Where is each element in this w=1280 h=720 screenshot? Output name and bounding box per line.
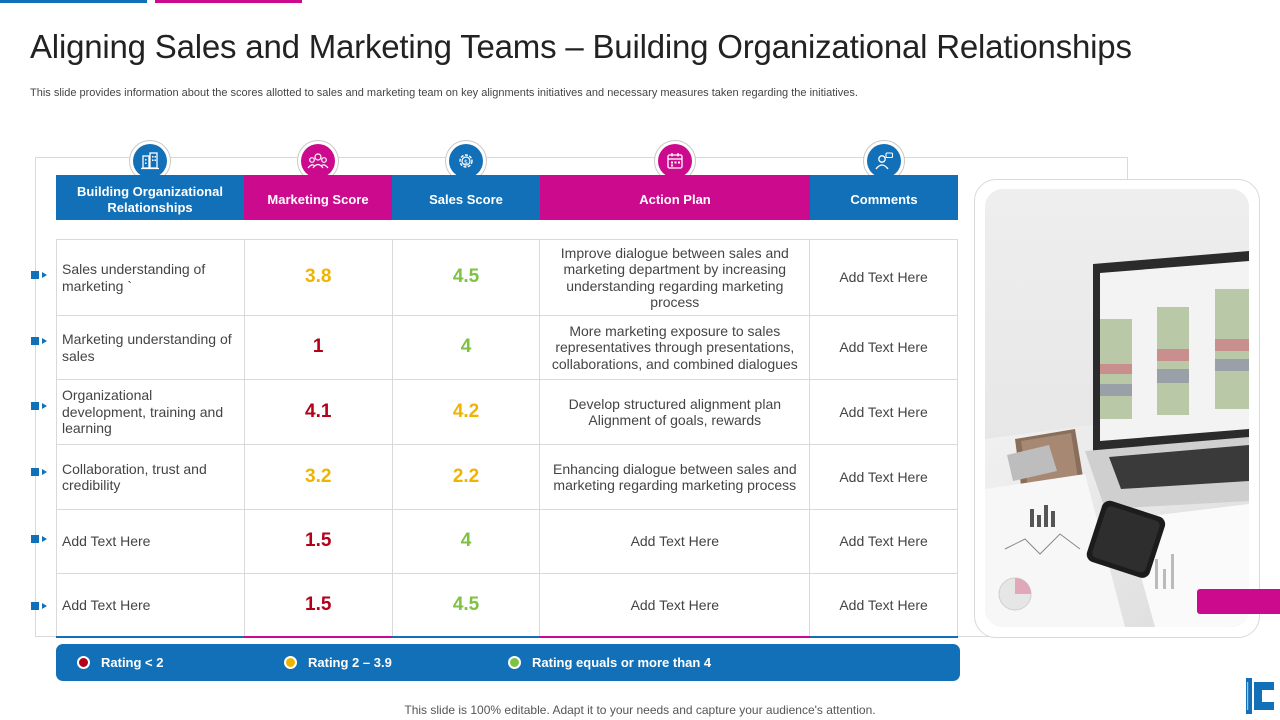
row-marker <box>31 401 47 411</box>
table-bottom-rule-accent <box>540 636 810 638</box>
action-plan-cell: More marketing exposure to sales represe… <box>540 316 811 379</box>
marketing-score-cell: 1.5 <box>245 510 393 573</box>
table-row: Organizational development, training and… <box>57 380 958 445</box>
marketing-score-cell: 4.1 <box>245 380 393 444</box>
table-row: Add Text Here 1.5 4 Add Text Here Add Te… <box>57 510 958 574</box>
marketing-score-cell: 3.2 <box>245 445 393 509</box>
comment-cell: Add Text Here <box>810 240 958 315</box>
comment-cell: Add Text Here <box>810 574 958 636</box>
item-cell: Add Text Here <box>57 510 245 573</box>
row-marker <box>31 534 47 544</box>
comment-cell: Add Text Here <box>810 380 958 444</box>
laptop-desk-photo <box>985 189 1249 627</box>
legend-label: Rating equals or more than 4 <box>532 655 712 670</box>
item-cell: Organizational development, training and… <box>57 380 245 444</box>
sales-score-cell: 4.5 <box>393 574 541 636</box>
top-accent-pink <box>155 0 302 3</box>
green-dot-icon <box>508 656 521 669</box>
action-plan-cell: Add Text Here <box>540 574 811 636</box>
action-plan-cell: Develop structured alignment plan Alignm… <box>540 380 811 444</box>
comment-cell: Add Text Here <box>810 510 958 573</box>
sales-score-cell: 4 <box>393 510 541 573</box>
footer-note: This slide is 100% editable. Adapt it to… <box>404 703 876 717</box>
table-header: Building Organizational Relationships Ma… <box>56 175 958 220</box>
header-sales-score: Sales Score <box>392 175 540 220</box>
item-cell: Marketing understanding of sales <box>57 316 245 379</box>
table-bottom-rule-accent <box>244 636 392 638</box>
page-title: Aligning Sales and Marketing Teams – Bui… <box>30 28 1132 65</box>
action-plan-cell: Add Text Here <box>540 510 811 573</box>
sales-score-cell: 4.2 <box>393 380 541 444</box>
row-marker <box>31 467 47 477</box>
comment-cell: Add Text Here <box>810 445 958 509</box>
sales-score-cell: 4.5 <box>393 240 541 315</box>
brand-logo-icon <box>1244 676 1276 716</box>
item-cell: Sales understanding of marketing ` <box>57 240 245 315</box>
legend-label: Rating < 2 <box>101 655 164 670</box>
top-accent-blue <box>0 0 147 3</box>
header-action-plan: Action Plan <box>540 175 810 220</box>
sales-score-cell: 2.2 <box>393 445 541 509</box>
header-comments: Comments <box>810 175 958 220</box>
item-cell: Add Text Here <box>57 574 245 636</box>
red-dot-icon <box>77 656 90 669</box>
marketing-score-cell: 1.5 <box>245 574 393 636</box>
table-row: Add Text Here 1.5 4.5 Add Text Here Add … <box>57 574 958 637</box>
row-marker <box>31 270 47 280</box>
action-plan-cell: Enhancing dialogue between sales and mar… <box>540 445 811 509</box>
table-bottom-rule <box>56 636 958 638</box>
item-cell: Collaboration, trust and credibility <box>57 445 245 509</box>
rating-legend: Rating < 2 Rating 2 – 3.9 Rating equals … <box>56 644 960 681</box>
header-building-relationships: Building Organizational Relationships <box>56 175 244 220</box>
legend-item-mid: Rating 2 – 3.9 <box>284 655 392 670</box>
table-frame <box>35 157 1128 637</box>
person-chat-icon <box>863 140 905 182</box>
decorative-pink-tab <box>1197 589 1280 614</box>
legend-label: Rating 2 – 3.9 <box>308 655 392 670</box>
scores-table: Sales understanding of marketing ` 3.8 4… <box>56 239 958 637</box>
sales-score-cell: 4 <box>393 316 541 379</box>
legend-item-low: Rating < 2 <box>77 655 164 670</box>
marketing-score-cell: 3.8 <box>245 240 393 315</box>
yellow-dot-icon <box>284 656 297 669</box>
marketing-score-cell: 1 <box>245 316 393 379</box>
table-row: Collaboration, trust and credibility 3.2… <box>57 445 958 510</box>
row-marker <box>31 336 47 346</box>
comment-cell: Add Text Here <box>810 316 958 379</box>
table-row: Sales understanding of marketing ` 3.8 4… <box>57 240 958 316</box>
table-row: Marketing understanding of sales 1 4 Mor… <box>57 316 958 380</box>
row-marker <box>31 601 47 611</box>
legend-item-high: Rating equals or more than 4 <box>508 655 711 670</box>
header-marketing-score: Marketing Score <box>244 175 392 220</box>
svg-text:$: $ <box>464 158 468 166</box>
page-subtitle: This slide provides information about th… <box>30 87 858 99</box>
action-plan-cell: Improve dialogue between sales and marke… <box>540 240 811 315</box>
